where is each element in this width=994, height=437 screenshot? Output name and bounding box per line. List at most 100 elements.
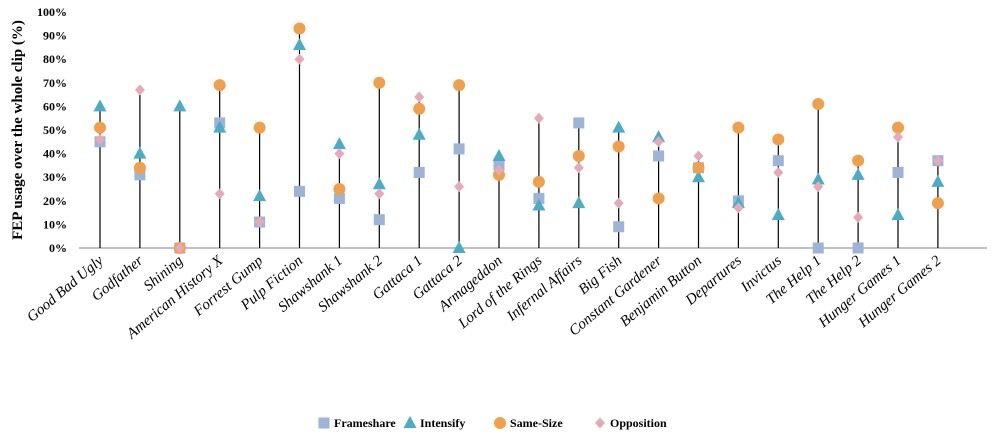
point-same-size [532,175,545,188]
point-intensify [293,38,306,51]
point-frameshare [772,155,784,167]
point-same-size [612,140,625,153]
point-intensify [891,207,905,220]
point-same-size [333,183,346,195]
point-intensify [652,130,666,143]
legend-label-opposition: Opposition [610,416,667,430]
point-same-size [732,121,745,134]
legend-marker-frameshare [318,417,330,429]
point-frameshare [573,117,585,129]
point-frameshare [852,242,864,254]
point-same-size [812,98,825,111]
y-tick-label: 80% [43,52,67,66]
point-intensify [173,99,187,112]
point-opposition [573,162,584,174]
legend-label-same-size: Same-Size [510,416,563,430]
point-opposition [932,155,943,167]
point-frameshare [613,221,625,233]
point-opposition [893,131,903,143]
point-opposition [95,133,105,145]
legend-marker-opposition [595,417,605,429]
point-intensify [612,120,626,133]
point-intensify [851,167,865,180]
y-tick-label: 30% [43,170,67,184]
point-frameshare [134,169,146,181]
point-opposition [374,188,385,200]
point-intensify [692,170,705,183]
y-axis-title: FEP usage over the whole clip (%) [10,20,26,240]
point-same-size [892,121,904,134]
point-opposition [294,53,305,65]
legend-label-intensify: Intensify [420,416,465,430]
point-opposition [494,164,504,176]
point-intensify [572,196,586,209]
point-same-size [652,192,665,205]
point-opposition [693,150,704,162]
point-opposition [334,148,345,160]
point-opposition [454,181,465,193]
y-tick-label: 70% [43,76,67,90]
point-intensify [492,148,506,161]
point-same-size [293,22,306,35]
stem-lines [99,28,939,248]
point-frameshare [413,166,425,178]
y-tick-label: 0% [49,241,67,255]
point-intensify [93,99,107,112]
y-tick-label: 100% [37,5,67,19]
y-tick-label: 20% [43,194,67,208]
point-same-size [931,197,944,210]
point-opposition [533,112,544,124]
point-same-size [373,76,386,89]
point-frameshare [294,185,305,197]
y-tick-label: 90% [43,29,67,43]
legend-marker-intensify [403,416,417,428]
point-intensify [931,174,945,187]
point-same-size [213,79,226,92]
point-opposition [733,202,744,214]
y-tick-label: 60% [43,99,67,113]
point-same-size [692,161,705,174]
point-opposition [813,181,824,193]
point-same-size [133,161,146,174]
point-opposition [853,211,864,223]
point-opposition [134,84,145,96]
y-tick-label: 10% [43,217,67,231]
point-same-size [413,102,426,115]
y-tick-label: 50% [43,123,67,137]
point-frameshare [333,192,345,204]
point-frameshare [892,166,904,178]
point-same-size [852,154,865,167]
point-intensify [452,241,466,253]
point-opposition [613,197,624,209]
point-opposition [214,188,225,200]
y-axis-ticks: 0% 10% 20% 30% 40% 50% 60% 70% 80% 90% 100% [37,5,67,255]
legend-label-frameshare: Frameshare [334,416,396,430]
point-frameshare [812,242,824,254]
legend: Frameshare Intensify Same-Size Opposition [318,416,667,430]
data-markers [93,22,945,254]
point-frameshare [373,214,385,226]
point-opposition [174,242,185,254]
point-opposition [414,91,425,103]
point-frameshare [653,150,665,162]
point-same-size [772,133,785,146]
point-opposition [773,166,784,178]
point-intensify [372,177,386,190]
point-intensify [133,146,147,159]
point-same-size [253,121,266,134]
point-same-size [453,79,466,92]
point-frameshare [533,192,545,204]
point-frameshare [453,143,465,155]
point-intensify [811,172,825,185]
point-intensify [412,127,426,140]
point-same-size [572,149,585,162]
legend-marker-same-size [494,417,506,429]
point-intensify [332,137,346,150]
point-intensify [731,196,745,209]
y-tick-label: 40% [43,147,67,161]
point-intensify [532,198,546,211]
point-intensify [213,120,227,133]
point-opposition [254,216,265,228]
